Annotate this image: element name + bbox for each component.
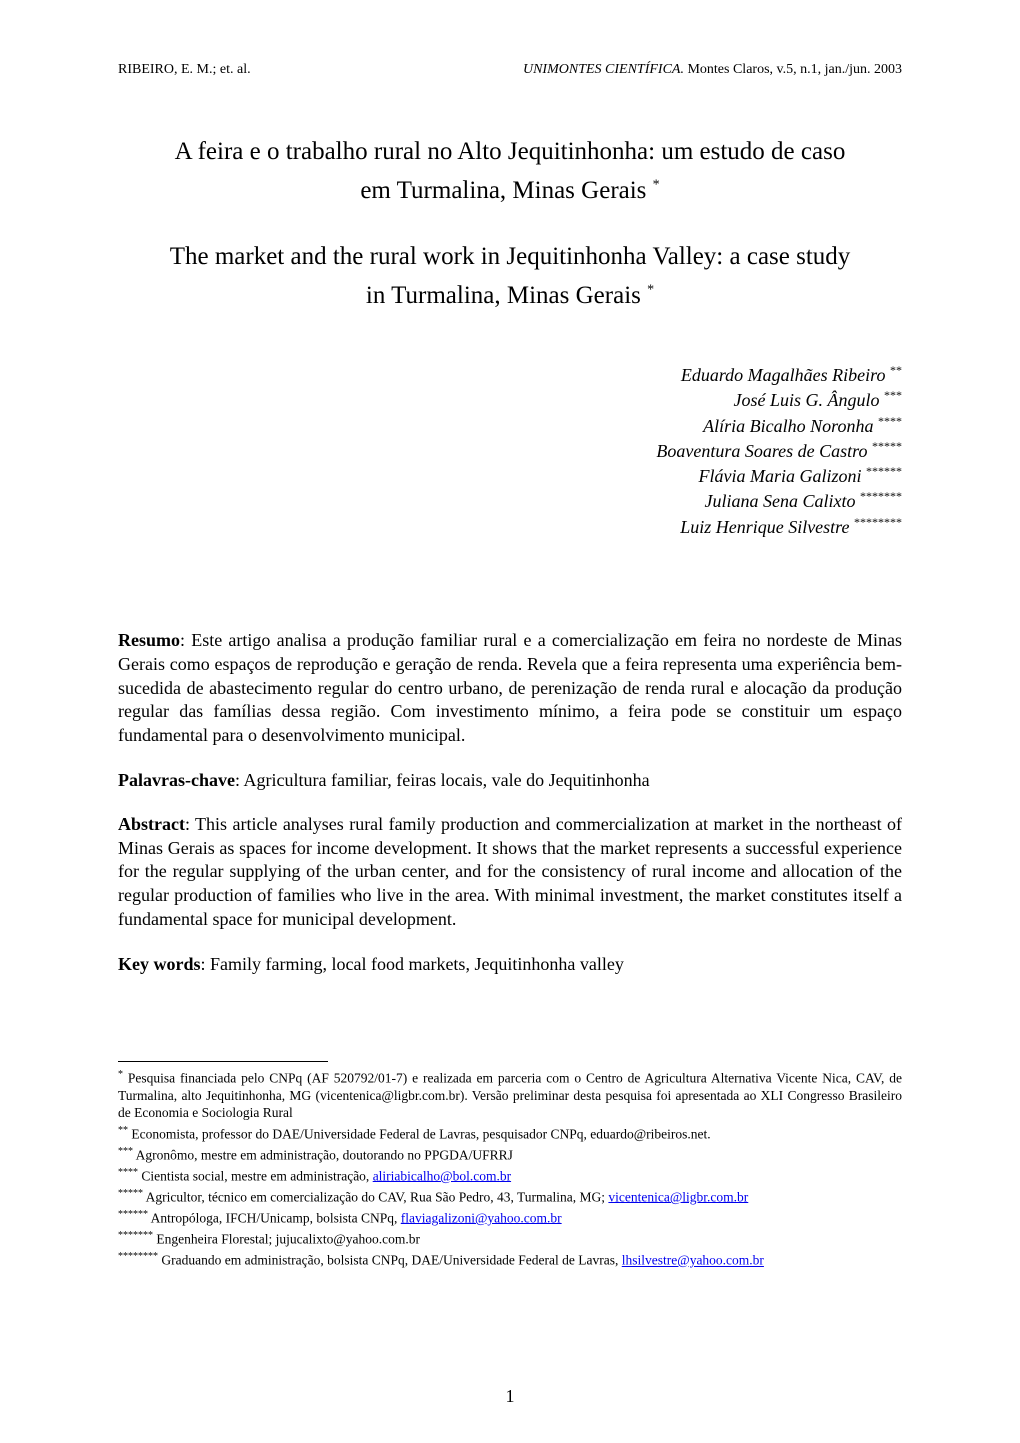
author-marker: *****	[872, 439, 902, 453]
palavras-chave: Palavras-chave: Agricultura familiar, fe…	[118, 770, 902, 791]
authors-block: Eduardo Magalhães Ribeiro ** José Luis G…	[118, 362, 902, 539]
author-marker: ****	[878, 414, 902, 428]
author-row: Flávia Maria Galizoni ******	[118, 463, 902, 488]
footnote-text: Cientista social, mestre em administraçã…	[138, 1168, 373, 1183]
author-marker: ***	[884, 388, 902, 402]
title-pt-block: A feira e o trabalho rural no Alto Jequi…	[118, 136, 902, 207]
author-name: Eduardo Magalhães Ribeiro	[681, 365, 886, 385]
footnote-text: Engenheira Florestal; jujucalixto@yahoo.…	[153, 1231, 420, 1246]
footnote: *** Agronômo, mestre em administração, d…	[118, 1145, 902, 1164]
footnote-text: Pesquisa financiada pelo CNPq (AF 520792…	[118, 1070, 902, 1120]
resumo-text: : Este artigo analisa a produção familia…	[118, 630, 902, 745]
header-journal: UNIMONTES CIENTÍFICA.	[523, 62, 684, 77]
resumo-label: Resumo	[118, 630, 180, 650]
resumo-paragraph: Resumo: Este artigo analisa a produção f…	[118, 629, 902, 748]
footnote: ***** Agricultor, técnico em comercializ…	[118, 1187, 902, 1206]
header-issue: Montes Claros, v.5, n.1, jan./jun. 2003	[684, 62, 902, 77]
footnote: ****** Antropóloga, IFCH/Unicamp, bolsis…	[118, 1208, 902, 1227]
footnote-email-link[interactable]: vicentenica@ligbr.com.br	[608, 1189, 748, 1204]
footnote-text: Antropóloga, IFCH/Unicamp, bolsista CNPq…	[148, 1210, 401, 1225]
page: RIBEIRO, E. M.; et. al. UNIMONTES CIENTÍ…	[0, 0, 1020, 1443]
footnote: ** Economista, professor do DAE/Universi…	[118, 1124, 902, 1143]
footnote-text: Graduando em administração, bolsista CNP…	[158, 1253, 622, 1268]
footnote-marker: ******	[118, 1209, 148, 1220]
title-pt-line2-text: em Turmalina, Minas Gerais	[360, 177, 646, 204]
page-number: 1	[0, 1386, 1020, 1407]
author-row: Luiz Henrique Silvestre ********	[118, 514, 902, 539]
footnote: ******* Engenheira Florestal; jujucalixt…	[118, 1229, 902, 1248]
author-row: Boaventura Soares de Castro *****	[118, 438, 902, 463]
footnote: ******** Graduando em administração, bol…	[118, 1250, 902, 1269]
title-en-footnote-marker: *	[647, 282, 654, 297]
author-name: Luiz Henrique Silvestre	[680, 517, 849, 537]
footnote-text: Economista, professor do DAE/Universidad…	[128, 1126, 711, 1141]
author-name: Alíria Bicalho Noronha	[703, 416, 873, 436]
keywords: Key words: Family farming, local food ma…	[118, 954, 902, 975]
author-row: José Luis G. Ângulo ***	[118, 387, 902, 412]
author-name: José Luis G. Ângulo	[734, 390, 880, 410]
author-row: Alíria Bicalho Noronha ****	[118, 413, 902, 438]
footnote-marker: ****	[118, 1167, 138, 1178]
title-en-line2: in Turmalina, Minas Gerais *	[118, 280, 902, 313]
author-row: Eduardo Magalhães Ribeiro **	[118, 362, 902, 387]
footnote-email-link[interactable]: aliriabicalho@bol.com.br	[373, 1168, 511, 1183]
palavras-chave-label: Palavras-chave	[118, 770, 235, 790]
title-pt-line2: em Turmalina, Minas Gerais *	[118, 175, 902, 208]
footnote-marker: *****	[118, 1188, 143, 1199]
footnote: * Pesquisa financiada pelo CNPq (AF 5207…	[118, 1068, 902, 1122]
header-left: RIBEIRO, E. M.; et. al.	[118, 62, 251, 78]
title-pt-footnote-marker: *	[653, 177, 660, 192]
footnotes-block: * Pesquisa financiada pelo CNPq (AF 5207…	[118, 1068, 902, 1269]
footnote-rule	[118, 1061, 328, 1062]
footnote-text: Agricultor, técnico em comercialização d…	[143, 1189, 608, 1204]
abstract-label: Abstract	[118, 814, 185, 834]
author-marker: *******	[860, 489, 902, 503]
author-marker: ******	[866, 464, 902, 478]
keywords-text: : Family farming, local food markets, Je…	[201, 954, 624, 974]
author-name: Juliana Sena Calixto	[705, 491, 856, 511]
abstract-paragraph: Abstract: This article analyses rural fa…	[118, 813, 902, 932]
abstract-text: : This article analyses rural family pro…	[118, 814, 902, 929]
footnote-email-link[interactable]: lhsilvestre@yahoo.com.br	[622, 1253, 764, 1268]
author-name: Flávia Maria Galizoni	[699, 466, 862, 486]
keywords-label: Key words	[118, 954, 201, 974]
footnote: **** Cientista social, mestre em adminis…	[118, 1166, 902, 1185]
author-marker: ********	[854, 515, 902, 529]
author-marker: **	[890, 363, 902, 377]
title-en-line1: The market and the rural work in Jequiti…	[118, 241, 902, 274]
footnote-email-link[interactable]: flaviagalizoni@yahoo.com.br	[401, 1210, 562, 1225]
title-pt-line1: A feira e o trabalho rural no Alto Jequi…	[118, 136, 902, 169]
running-header: RIBEIRO, E. M.; et. al. UNIMONTES CIENTÍ…	[118, 62, 902, 78]
footnote-marker: **	[118, 1125, 128, 1136]
footnote-marker: ********	[118, 1251, 158, 1262]
title-en-block: The market and the rural work in Jequiti…	[118, 241, 902, 312]
footnote-marker: *******	[118, 1230, 153, 1241]
author-name: Boaventura Soares de Castro	[656, 441, 867, 461]
footnote-marker: ***	[118, 1146, 133, 1157]
author-row: Juliana Sena Calixto *******	[118, 488, 902, 513]
footnote-text: Agronômo, mestre em administração, douto…	[133, 1147, 513, 1162]
palavras-chave-text: : Agricultura familiar, feiras locais, v…	[235, 770, 650, 790]
title-en-line2-text: in Turmalina, Minas Gerais	[366, 282, 641, 309]
header-right: UNIMONTES CIENTÍFICA. Montes Claros, v.5…	[523, 62, 902, 78]
